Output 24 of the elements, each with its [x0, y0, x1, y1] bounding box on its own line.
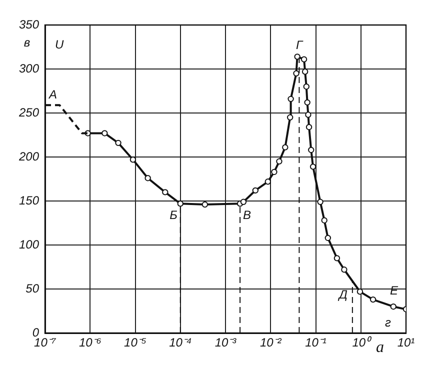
x-tick-label: 10⁻¹: [305, 336, 326, 350]
ref-line-label: Г: [296, 38, 304, 52]
y-axis-title: U: [55, 37, 64, 52]
annotation: г: [385, 315, 392, 330]
y-tick-label: 300: [18, 61, 40, 76]
y-tick-label: 150: [18, 193, 40, 208]
x-tick-label: 10⁻³: [214, 336, 238, 350]
x-tick-label: 10⁻⁵: [124, 336, 146, 350]
ref-line-label: Д: [336, 287, 348, 302]
y-tick-label: 250: [18, 105, 40, 120]
annotation: A: [48, 87, 58, 102]
y-tick-label: 50: [26, 281, 40, 296]
x-tick-label: 10⁻⁴: [169, 336, 192, 350]
x-axis-title: a: [376, 339, 384, 356]
ref-line-label: Б: [170, 208, 178, 222]
y-tick-label: 200: [18, 149, 40, 164]
y-tick-label: 100: [18, 237, 40, 252]
y-tick-label: 350: [18, 17, 40, 32]
x-tick-label: 10⁰: [352, 336, 373, 350]
text: в: [24, 35, 30, 50]
x-tick-label: 10¹: [397, 336, 415, 350]
ref-line-label: В: [243, 208, 252, 222]
x-tick-label: 10⁻²: [260, 336, 282, 350]
x-tick-label: 10⁻⁶: [78, 336, 102, 350]
